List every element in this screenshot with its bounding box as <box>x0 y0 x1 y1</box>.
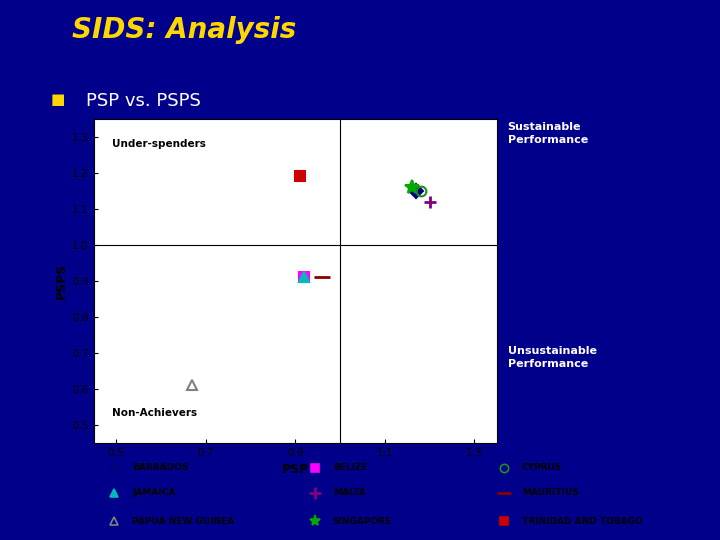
Text: BELIZE: BELIZE <box>333 463 367 472</box>
Text: SIDS: Analysis: SIDS: Analysis <box>72 16 296 44</box>
Text: SINGAPORE: SINGAPORE <box>333 517 392 526</box>
Text: Unsustainable
Performance: Unsustainable Performance <box>508 346 597 369</box>
Text: Sustainable
Performance: Sustainable Performance <box>508 122 588 145</box>
Text: Non-Achievers: Non-Achievers <box>112 408 197 417</box>
Text: MALTA: MALTA <box>333 488 366 497</box>
Text: JAMAICA: JAMAICA <box>132 488 176 497</box>
Y-axis label: PSPS: PSPS <box>55 262 68 299</box>
Text: ■: ■ <box>50 92 65 107</box>
Text: MAURITIUS: MAURITIUS <box>521 488 578 497</box>
Text: TRINIDAD AND TOBAGO: TRINIDAD AND TOBAGO <box>521 517 642 526</box>
Text: PAPUA NEW GUINEA: PAPUA NEW GUINEA <box>132 517 234 526</box>
Text: BARBADOS: BARBADOS <box>132 463 189 472</box>
X-axis label: PSP: PSP <box>282 463 309 476</box>
Text: PSP vs. PSPS: PSP vs. PSPS <box>86 92 202 110</box>
Text: Under-spenders: Under-spenders <box>112 139 205 148</box>
Text: CYPRUS: CYPRUS <box>521 463 562 472</box>
